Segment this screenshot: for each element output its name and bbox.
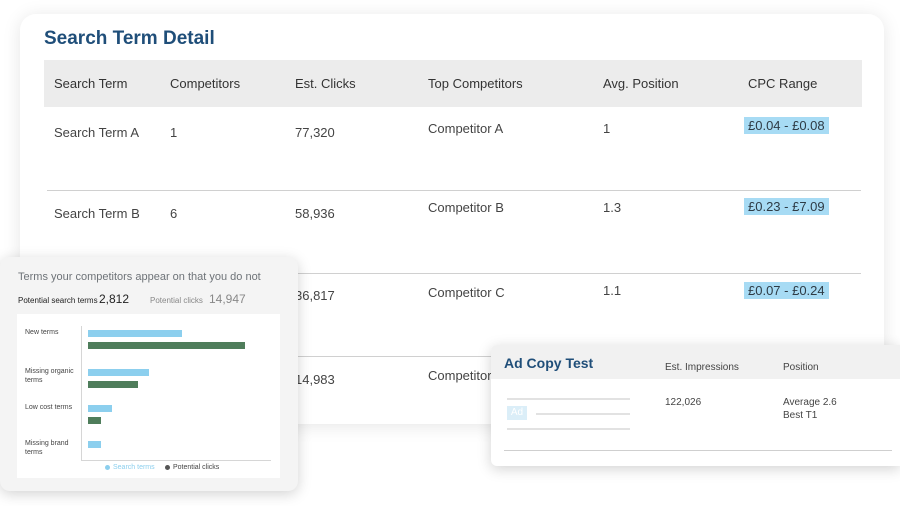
row-divider	[47, 273, 861, 274]
position-cell: 1	[603, 121, 611, 136]
category-label: Missing organic terms	[25, 368, 74, 384]
cpc-range-badge: £0.07 - £0.24	[744, 282, 829, 299]
competitors-cell: 1	[170, 125, 178, 140]
bar-search-terms[interactable]	[88, 441, 101, 448]
category-label: Missing brand terms	[25, 440, 69, 456]
cpc-range-badge: £0.23 - £7.09	[744, 198, 829, 215]
table-header: Search Term Competitors Est. Clicks Top …	[44, 60, 862, 107]
page-title: Search Term Detail	[44, 28, 215, 49]
column-search-term[interactable]: Search Term	[54, 76, 128, 91]
clicks-cell: 77,320	[295, 125, 335, 140]
competitors-cell: 6	[170, 206, 178, 221]
row-divider	[47, 190, 861, 191]
column-est-clicks[interactable]: Est. Clicks	[295, 76, 356, 91]
category-label: New terms	[25, 329, 59, 336]
legend-label: Search terms	[113, 464, 155, 471]
category-label: Low cost terms	[25, 404, 73, 411]
ad-card-divider	[504, 450, 892, 451]
position-cell: 1.1	[603, 283, 622, 298]
potential-clicks-value: 14,947	[209, 292, 246, 306]
cpc-range-badge: £0.04 - £0.08	[744, 117, 829, 134]
bar-potential-clicks[interactable]	[88, 381, 138, 388]
row-divider	[47, 356, 861, 357]
clicks-cell: 36,817	[295, 288, 335, 303]
ad-text-placeholder	[507, 398, 630, 400]
ad-text-placeholder	[507, 428, 630, 430]
horizontal-bar-chart: Search terms Potential clicks New terms M…	[17, 314, 280, 478]
column-top-competitors[interactable]: Top Competitors	[428, 76, 523, 91]
clicks-cell: 58,936	[295, 206, 335, 221]
potential-search-terms-value: 2,812	[99, 292, 130, 306]
ad-text-placeholder	[536, 413, 630, 415]
ad-copy-test-card: Ad Copy Test Est. Impressions Position A…	[491, 345, 900, 466]
bar-search-terms[interactable]	[88, 330, 182, 337]
card-title: Terms your competitors appear on that yo…	[18, 271, 261, 283]
top-competitor-cell: Competitor	[428, 368, 492, 383]
ad-card-header: Ad Copy Test Est. Impressions Position	[491, 345, 900, 379]
bar-search-terms[interactable]	[88, 405, 112, 412]
clicks-cell: 14,983	[295, 372, 335, 387]
bar-potential-clicks[interactable]	[88, 342, 245, 349]
y-axis	[81, 326, 82, 460]
column-competitors[interactable]: Competitors	[170, 76, 241, 91]
bar-potential-clicks[interactable]	[88, 417, 101, 424]
ad-badge: Ad	[507, 406, 527, 420]
position-average: Average 2.6	[783, 397, 837, 408]
column-est-impressions[interactable]: Est. Impressions	[665, 362, 739, 373]
position-cell: 1.3	[603, 200, 622, 215]
position-best: Best T1	[783, 410, 818, 421]
competitor-terms-card: Terms your competitors appear on that yo…	[0, 257, 298, 491]
top-competitor-cell: Competitor A	[428, 121, 504, 136]
column-cpc-range[interactable]: CPC Range	[748, 76, 818, 91]
impressions-value: 122,026	[665, 397, 702, 408]
bar-search-terms[interactable]	[88, 369, 149, 376]
search-term-cell: Search Term A	[54, 125, 140, 140]
x-axis	[81, 460, 271, 461]
column-avg-position[interactable]: Avg. Position	[603, 76, 679, 91]
top-competitor-cell: Competitor B	[428, 200, 504, 215]
potential-clicks-label: Potential clicks	[150, 296, 203, 305]
legend-label: Potential clicks	[173, 464, 220, 471]
legend-search-terms: Search terms	[105, 464, 155, 471]
potential-search-terms-label: Potential search terms	[18, 296, 98, 305]
top-competitor-cell: Competitor C	[428, 285, 505, 300]
legend-dot-icon	[105, 464, 110, 470]
search-term-cell: Search Term B	[54, 206, 140, 221]
legend-potential-clicks: Potential clicks	[165, 464, 219, 471]
ad-card-title: Ad Copy Test	[504, 355, 594, 371]
legend-dot-icon	[165, 464, 170, 470]
column-position[interactable]: Position	[783, 362, 819, 373]
